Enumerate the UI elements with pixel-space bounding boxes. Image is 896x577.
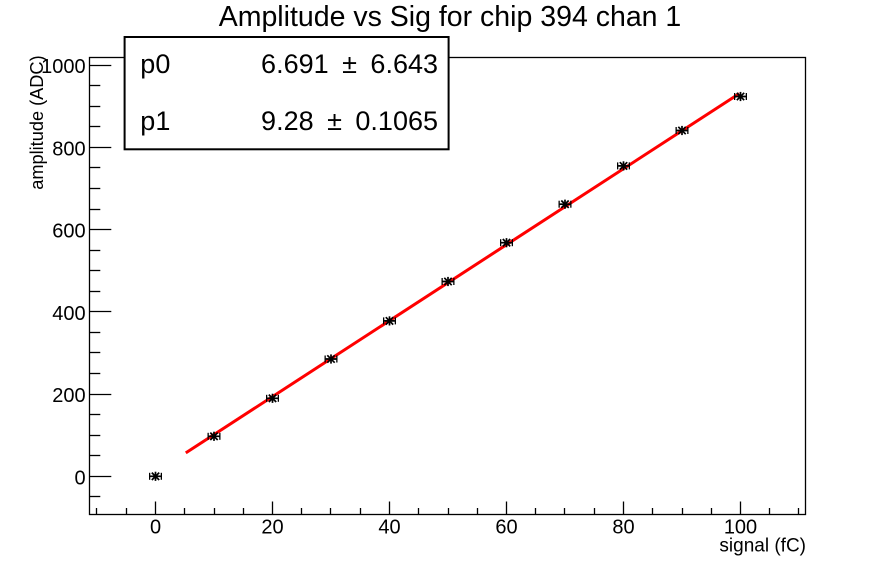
svg-text:0: 0	[150, 517, 161, 539]
svg-text:800: 800	[52, 138, 85, 160]
svg-text:200: 200	[52, 385, 85, 407]
svg-text:40: 40	[378, 517, 400, 539]
svg-text:20: 20	[261, 517, 283, 539]
svg-text:80: 80	[612, 517, 634, 539]
svg-text:Amplitude vs Sig for chip 394: Amplitude vs Sig for chip 394 chan 1	[219, 1, 682, 33]
svg-text:600: 600	[52, 221, 85, 243]
svg-text:6.691 ± 6.643: 6.691 ± 6.643	[261, 49, 438, 79]
svg-text:400: 400	[52, 303, 85, 325]
svg-text:9.28 ± 0.1065: 9.28 ± 0.1065	[261, 106, 438, 136]
svg-text:0: 0	[74, 467, 85, 489]
svg-text:signal (fC): signal (fC)	[719, 536, 806, 557]
svg-text:p1: p1	[140, 106, 170, 136]
svg-text:amplitude (ADC): amplitude (ADC)	[27, 55, 47, 189]
svg-text:p0: p0	[140, 49, 170, 79]
svg-text:100: 100	[724, 517, 757, 539]
svg-text:60: 60	[495, 517, 517, 539]
svg-text:1000: 1000	[41, 56, 86, 78]
